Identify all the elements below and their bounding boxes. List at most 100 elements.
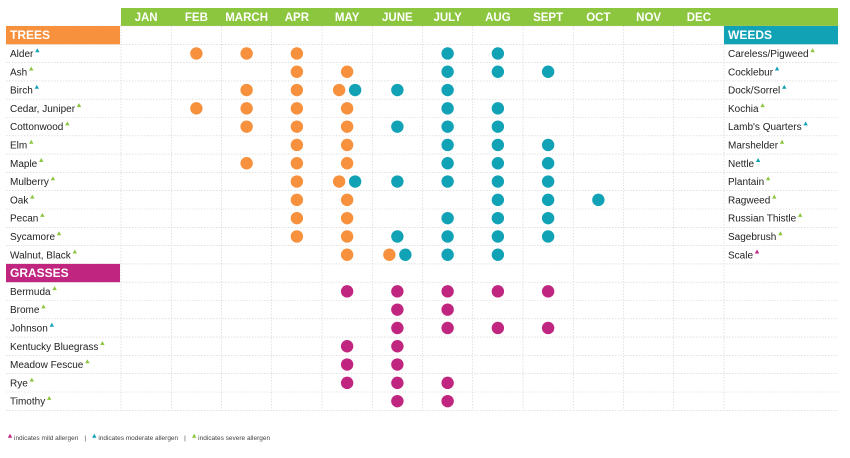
grass-pollen-dot: [391, 340, 404, 353]
weed-pollen-dot: [491, 157, 505, 170]
allergen-marker-severe: [29, 377, 34, 382]
weed-pollen-dot: [441, 83, 454, 97]
month-label-aug: AUG: [485, 12, 511, 24]
tree-pollen-dot: [290, 120, 304, 133]
allergen-marker-severe: [72, 249, 77, 254]
weed-pollen-dot: [491, 47, 505, 60]
weed-row-label: Russian Thistle: [728, 214, 797, 225]
allergen-marker-severe: [772, 194, 777, 199]
tree-pollen-dot: [290, 47, 304, 60]
tree-pollen-dot: [290, 102, 304, 115]
tree-pollen-dot: [240, 157, 253, 170]
legend-marker-mild: [7, 433, 13, 438]
allergen-marker-severe: [797, 212, 803, 217]
tree-pollen-dot: [340, 248, 354, 261]
tree-pollen-dot: [290, 157, 304, 170]
month-label-sept: SEPT: [533, 12, 563, 24]
legend-separator: |: [84, 435, 86, 442]
tree-pollen-dot: [290, 65, 304, 78]
row-label: Rye: [10, 378, 28, 389]
row-label: Mulberry: [10, 177, 49, 188]
weed-pollen-dot: [441, 65, 454, 78]
weed-row-label: Scale: [728, 250, 753, 261]
tree-pollen-dot: [290, 230, 304, 243]
allergen-marker-severe: [41, 304, 46, 309]
allergen-marker-severe: [65, 121, 70, 126]
allergen-marker-severe: [52, 286, 57, 291]
allergen-marker-severe: [765, 176, 771, 181]
weed-pollen-dot: [441, 230, 454, 243]
allergen-marker-severe: [85, 359, 90, 364]
grass-pollen-dot: [491, 285, 505, 298]
allergen-marker-moderate: [35, 48, 40, 53]
weed-pollen-dot: [441, 120, 454, 133]
weed-pollen-dot: [391, 83, 404, 97]
weed-pollen-dot: [441, 175, 454, 188]
weed-pollen-dot: [441, 138, 454, 152]
legend-text-mild: indicates mild allergen: [14, 435, 79, 442]
group-title-weeds: WEEDS: [728, 28, 772, 42]
weed-pollen-dot: [541, 193, 555, 207]
row-label: Sycamore: [10, 232, 55, 243]
row-label: Walnut, Black: [10, 250, 72, 261]
tree-pollen-dot: [332, 175, 346, 188]
tree-pollen-dot: [340, 157, 354, 170]
weed-pollen-dot: [491, 230, 505, 243]
allergen-marker-severe: [40, 212, 45, 217]
tree-pollen-dot: [340, 65, 354, 78]
legend-marker-severe: [191, 433, 197, 438]
month-header-bar: [121, 8, 838, 26]
weed-row-label: Lamb's Quarters: [728, 122, 802, 133]
weed-row-label: Sagebrush: [728, 232, 776, 243]
month-label-dec: DEC: [687, 12, 711, 24]
grass-pollen-dot: [441, 321, 454, 335]
allergen-marker-severe: [810, 48, 815, 53]
weed-row-label: Kochia: [728, 104, 759, 115]
allergen-marker-severe: [760, 103, 765, 108]
tree-pollen-dot: [383, 248, 396, 261]
grass-pollen-dot: [340, 340, 354, 353]
weed-row-label: Careless/Pigweed: [728, 49, 809, 60]
allergen-marker-moderate: [774, 66, 780, 71]
allergen-marker-moderate: [803, 121, 808, 126]
weed-pollen-dot: [441, 211, 454, 225]
weed-pollen-dot: [399, 248, 412, 261]
grass-pollen-dot: [391, 376, 404, 390]
weed-row-label: Marshelder: [728, 140, 779, 151]
allergen-marker-severe: [50, 176, 56, 181]
weed-pollen-dot: [391, 120, 404, 133]
tree-pollen-dot: [190, 47, 203, 60]
allergen-marker-severe: [30, 194, 35, 199]
tree-pollen-dot: [340, 102, 354, 115]
tree-pollen-dot: [332, 83, 346, 97]
row-label: Birch: [10, 86, 33, 97]
weed-pollen-dot: [541, 230, 555, 243]
allergen-marker-severe: [56, 231, 62, 236]
allergen-marker-moderate: [49, 322, 55, 327]
group-header-weeds: [724, 26, 838, 45]
group-title-grasses: GRASSES: [10, 266, 69, 280]
weed-pollen-dot: [391, 230, 404, 243]
grass-pollen-dot: [441, 376, 454, 390]
weed-pollen-dot: [491, 248, 505, 261]
grass-pollen-dot: [441, 303, 454, 316]
group-header-grasses: [6, 263, 120, 283]
weed-pollen-dot: [541, 65, 555, 78]
weed-pollen-dot: [491, 102, 505, 115]
weed-pollen-dot: [592, 193, 605, 207]
legend-marker-moderate: [92, 433, 97, 438]
grass-pollen-dot: [441, 394, 454, 408]
legend-separator: |: [184, 435, 186, 442]
weed-pollen-dot: [541, 211, 555, 225]
row-label: Meadow Fescue: [10, 360, 84, 371]
allergen-marker-moderate: [755, 158, 761, 163]
weed-pollen-dot: [491, 175, 505, 188]
grass-pollen-dot: [340, 358, 354, 371]
tree-pollen-dot: [340, 138, 354, 152]
month-label-june: JUNE: [382, 12, 413, 24]
legend-text-moderate: indicates moderate allergen: [98, 435, 178, 442]
weed-pollen-dot: [441, 157, 454, 170]
allergen-marker-moderate: [34, 84, 39, 89]
weed-pollen-dot: [541, 138, 555, 152]
